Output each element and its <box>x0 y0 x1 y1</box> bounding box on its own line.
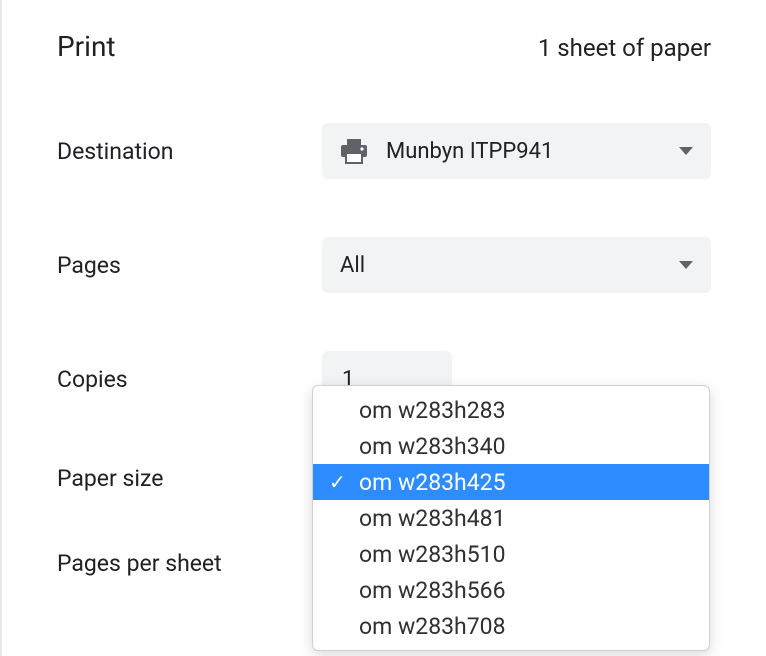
paper-size-option-label: om w283h510 <box>359 541 506 568</box>
paper-size-option[interactable]: om w283h566 <box>313 572 709 608</box>
destination-row: Destination Munbyn ITPP941 <box>57 123 711 179</box>
printer-icon <box>340 138 368 164</box>
paper-size-option[interactable]: om w283h340 <box>313 428 709 464</box>
copies-label: Copies <box>57 366 322 393</box>
destination-select[interactable]: Munbyn ITPP941 <box>322 123 711 179</box>
paper-size-option-label: om w283h481 <box>359 505 506 532</box>
paper-size-option-label: om w283h425 <box>359 469 506 496</box>
header-row: Print 1 sheet of paper <box>57 30 711 63</box>
pages-select[interactable]: All <box>322 237 711 293</box>
paper-size-option[interactable]: om w283h481 <box>313 500 709 536</box>
pages-per-sheet-label: Pages per sheet <box>57 550 322 577</box>
paper-size-option-label: om w283h566 <box>359 577 506 604</box>
destination-value: Munbyn ITPP941 <box>386 139 679 164</box>
paper-size-option[interactable]: om w283h283 <box>313 392 709 428</box>
destination-label: Destination <box>57 138 322 165</box>
checkmark-icon: ✓ <box>329 472 359 492</box>
pages-label: Pages <box>57 252 322 279</box>
paper-size-option[interactable]: ✓om w283h425 <box>313 464 709 500</box>
paper-size-option-label: om w283h708 <box>359 613 506 640</box>
paper-size-option-label: om w283h283 <box>359 397 506 424</box>
paper-size-option[interactable]: om w283h708 <box>313 608 709 644</box>
paper-size-option[interactable]: om w283h510 <box>313 536 709 572</box>
chevron-down-icon <box>679 147 693 155</box>
paper-size-label: Paper size <box>57 465 322 492</box>
sheet-count: 1 sheet of paper <box>538 34 711 62</box>
paper-size-option-label: om w283h340 <box>359 433 506 460</box>
pages-value: All <box>340 253 679 278</box>
chevron-down-icon <box>679 261 693 269</box>
dialog-title: Print <box>57 30 116 63</box>
pages-row: Pages All <box>57 237 711 293</box>
paper-size-dropdown[interactable]: om w283h283om w283h340✓om w283h425om w28… <box>312 385 710 651</box>
